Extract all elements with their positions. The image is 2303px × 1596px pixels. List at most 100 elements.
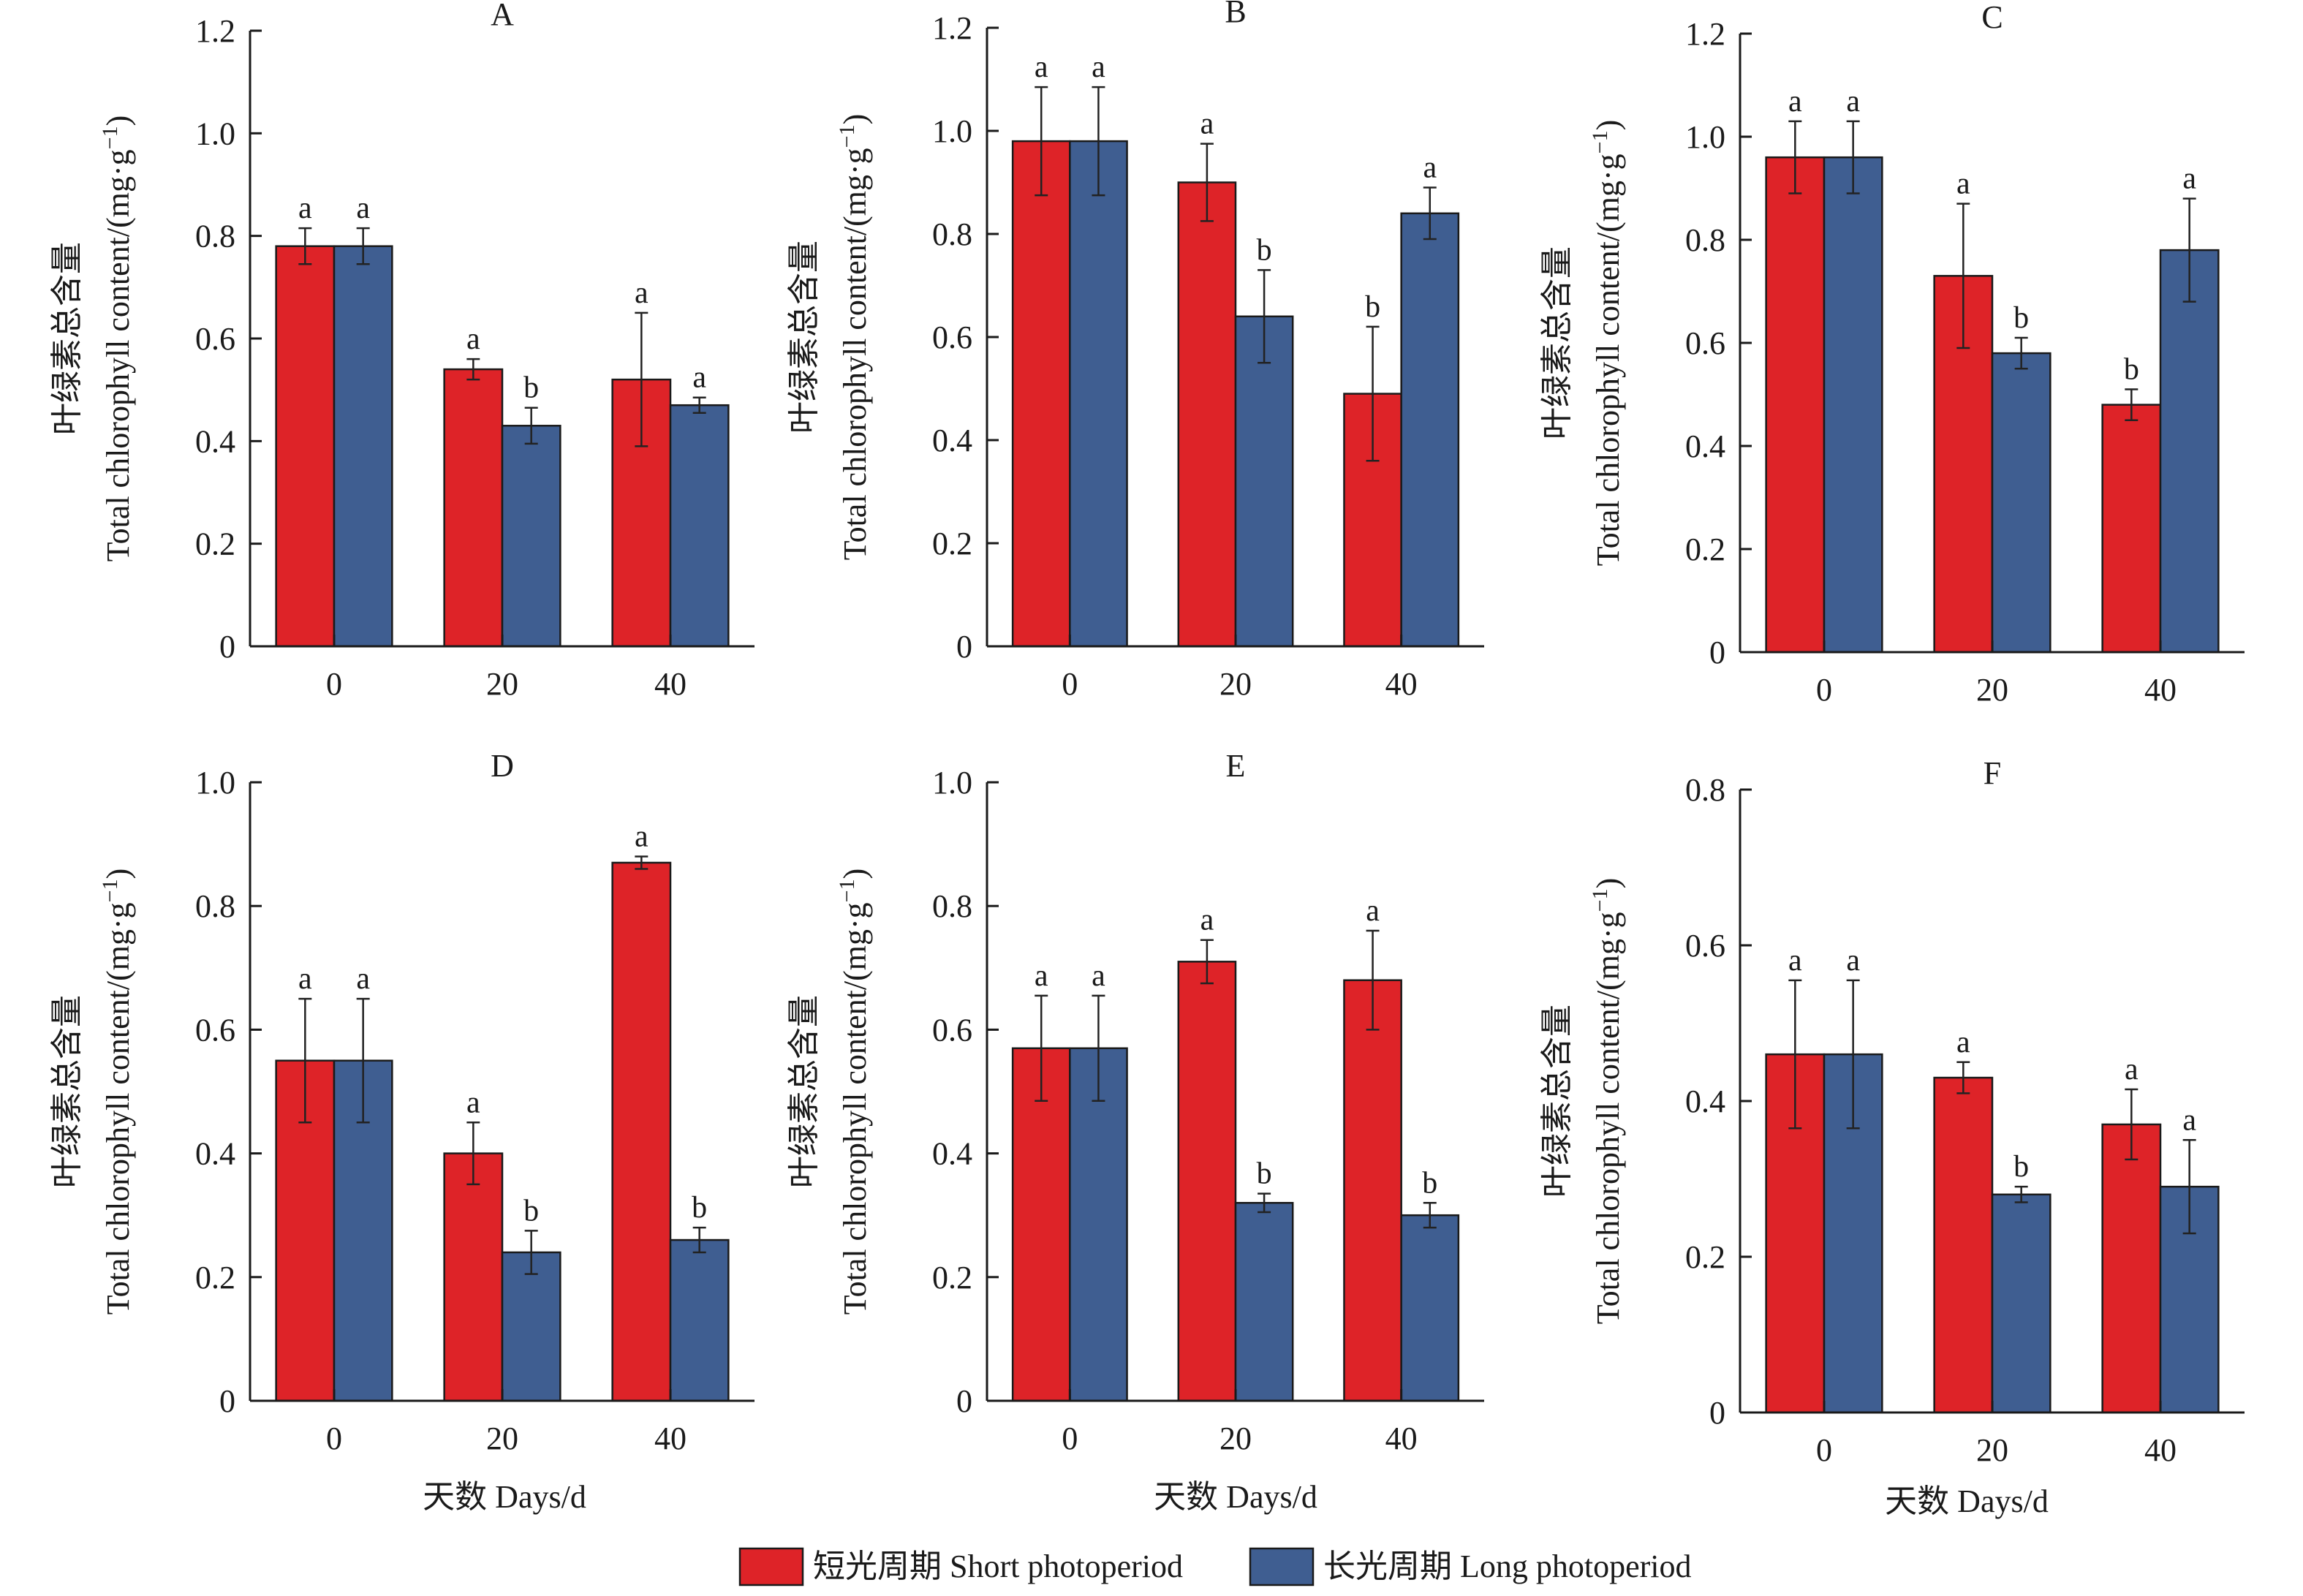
y-axis-title-close: ) [100, 116, 136, 126]
x-tick-label: 20 [1976, 1432, 2008, 1468]
y-axis-title-b: 叶绿素总含量 Total chlorophyll content/(mg·g−1) [786, 114, 873, 560]
x-tick-label: 40 [2144, 672, 2177, 708]
y-axis-title-close: ) [1590, 120, 1626, 131]
y-tick-label: 0.6 [1685, 928, 1725, 964]
legend-label-long: 长光周期 Long photoperiod [1323, 1548, 1692, 1584]
bar-short-day0 [1011, 1047, 1071, 1402]
bar-short-day40 [2101, 404, 2162, 654]
y-tick-label: 0.8 [195, 219, 235, 254]
y-tick-label: 1.0 [932, 765, 972, 801]
bar-short-day40 [611, 861, 672, 1402]
bar-short-day40 [2101, 1123, 2162, 1414]
bar-long-day40 [669, 1238, 730, 1402]
bar-long-day20 [1234, 1202, 1294, 1402]
significance-letter: a [1846, 85, 1860, 118]
panel-b: B 叶绿素总含量 Total chlorophyll content/(mg·g−1… [786, 0, 1484, 702]
significance-letter: b [523, 371, 539, 405]
y-tick-label: 0 [219, 1383, 235, 1419]
y-tick-label: 0.4 [932, 423, 972, 458]
y-tick-label: 0 [956, 1383, 972, 1419]
bar-short-day0 [1765, 156, 1826, 654]
y-axis-title-cn: 叶绿素总含量 [49, 242, 85, 435]
y-axis-title-en: Total chlorophyll content/(mg·g [100, 902, 136, 1315]
bar-long-day20 [1991, 352, 2051, 654]
bar-long-day20 [1991, 1193, 2051, 1414]
legend-swatch-long [1249, 1547, 1315, 1586]
bar-short-day20 [443, 368, 504, 648]
y-axis-title-close: ) [100, 869, 136, 880]
y-axis-title-a: 叶绿素总含量 Total chlorophyll content/(mg·g−1) [49, 116, 136, 561]
significance-letter: b [1422, 1166, 1437, 1200]
y-axis-title-c: 叶绿素总含量 Total chlorophyll content/(mg·g−1) [1539, 120, 1626, 566]
bar-short-day20 [1177, 181, 1237, 648]
y-tick-label: 0.2 [1685, 532, 1725, 567]
panel-f: F 叶绿素总含量 Total chlorophyll content/(mg·g−1… [1539, 755, 2245, 1468]
y-tick-label: 0.8 [932, 888, 972, 924]
y-axis-title-sup: −1 [98, 879, 122, 902]
significance-letter: a [466, 1086, 480, 1119]
y-tick-label: 1.0 [195, 116, 235, 151]
panel-c: C 叶绿素总含量 Total chlorophyll content/(mg·g−1… [1539, 0, 2245, 708]
x-tick-label: 0 [326, 666, 342, 702]
bar-short-day0 [1011, 140, 1071, 648]
y-axis-title-close: ) [837, 114, 873, 125]
significance-letter: a [356, 962, 370, 996]
significance-letter: a [298, 192, 312, 225]
significance-letter: a [2182, 1103, 2196, 1137]
x-tick-label: 20 [486, 1421, 518, 1456]
y-tick-label: 0.8 [1685, 772, 1725, 808]
y-tick-label: 0.4 [195, 423, 235, 459]
x-tick-label: 20 [1219, 666, 1252, 702]
y-axis-title-cn: 叶绿素总含量 [1539, 1005, 1575, 1198]
bar-long-day40 [669, 404, 730, 648]
y-axis-title-sup: −1 [835, 879, 859, 902]
significance-letter: a [356, 192, 370, 225]
x-tick-label: 40 [1385, 1421, 1418, 1456]
significance-letter: a [1092, 959, 1105, 993]
y-axis-title-d: 叶绿素总含量 Total chlorophyll content/(mg·g−1) [49, 869, 136, 1315]
x-tick-label: 40 [2144, 1432, 2177, 1468]
y-tick-label: 1.2 [195, 13, 235, 49]
y-tick-label: 0 [956, 629, 972, 665]
x-tick-label: 20 [1976, 672, 2008, 708]
y-tick-label: 0.4 [1685, 428, 1725, 464]
y-tick-label: 1.2 [1685, 16, 1725, 52]
y-tick-label: 0.6 [195, 1012, 235, 1048]
y-axis-title-cn: 叶绿素总含量 [49, 995, 85, 1188]
y-axis-title-sup: −1 [835, 124, 859, 148]
significance-letter: a [692, 361, 706, 395]
y-axis-title-cn: 叶绿素总含量 [1539, 246, 1575, 439]
y-tick-label: 0.2 [932, 526, 972, 561]
significance-letter: a [1035, 959, 1048, 993]
bar-long-day40 [1400, 1214, 1460, 1402]
significance-letter: a [298, 962, 312, 996]
y-axis-title-e: 叶绿素总含量 Total chlorophyll content/(mg·g−1) [786, 869, 873, 1315]
y-tick-label: 0.8 [1685, 222, 1725, 258]
significance-letter: a [635, 276, 648, 310]
y-axis-title-en: Total chlorophyll content/(mg·g [837, 902, 873, 1315]
y-tick-label: 0.6 [1685, 325, 1725, 361]
bar-long-day40 [2159, 249, 2220, 654]
x-tick-label: 0 [1816, 672, 1832, 708]
bar-long-day0 [1069, 1047, 1128, 1402]
significance-letter: a [2182, 162, 2196, 196]
x-axis-title-right: 天数 Days/d [1885, 1483, 2049, 1519]
x-axis-title-middle: 天数 Days/d [1154, 1479, 1317, 1515]
panel-title-a: A [491, 0, 514, 32]
y-axis-title-sup: −1 [1588, 888, 1612, 912]
y-axis-title-en: Total chlorophyll content/(mg·g [1590, 154, 1626, 566]
y-axis-title-f: 叶绿素总含量 Total chlorophyll content/(mg·g−1) [1539, 878, 1626, 1324]
x-tick-label: 0 [1816, 1432, 1832, 1468]
significance-letter: a [1788, 85, 1802, 118]
panel-e: E 叶绿素总含量 Total chlorophyll content/(mg·g−1… [786, 748, 1484, 1456]
y-tick-label: 0.4 [195, 1136, 235, 1172]
y-axis-title-cn: 叶绿素总含量 [786, 995, 822, 1188]
panel-title-c: C [1981, 0, 2003, 35]
x-tick-label: 0 [1062, 1421, 1078, 1456]
significance-letter: b [523, 1194, 539, 1228]
significance-letter: a [1956, 1026, 1970, 1059]
y-tick-label: 0.2 [1685, 1239, 1725, 1275]
x-tick-label: 20 [1219, 1421, 1252, 1456]
